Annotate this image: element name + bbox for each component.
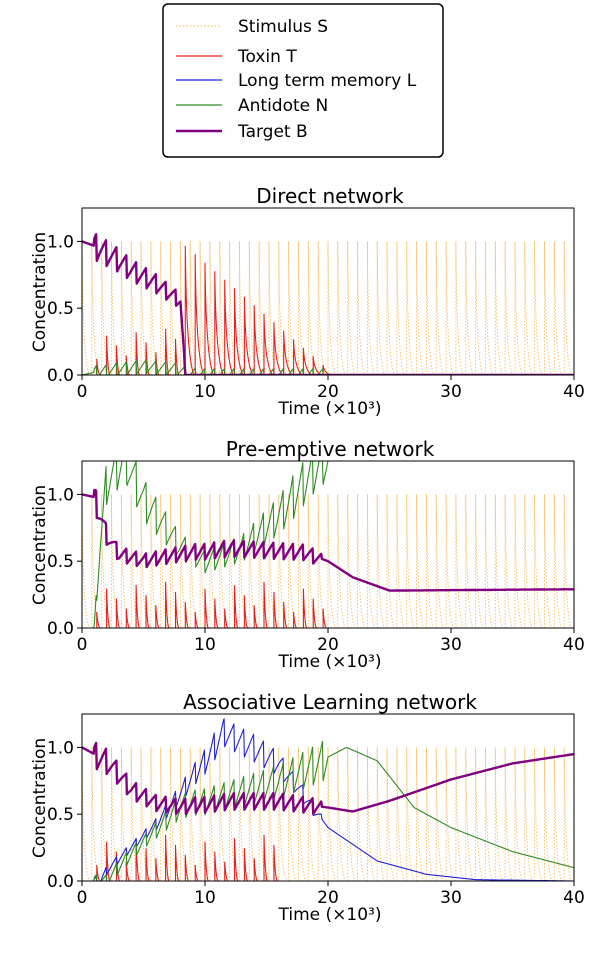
plot-area: [82, 233, 574, 375]
x-tick-label: 30: [440, 888, 462, 908]
x-tick-label: 0: [77, 888, 88, 908]
x-tick-label: 0: [77, 635, 88, 655]
plot-area: [82, 461, 574, 628]
y-tick-label: 1.0: [47, 485, 74, 505]
series-n: [82, 359, 574, 375]
series-toxin: [96, 245, 332, 375]
x-tick-label: 40: [563, 382, 585, 402]
x-tick-label: 10: [194, 888, 216, 908]
legend-label-stimulus: Stimulus S: [238, 17, 328, 37]
series-stimulus: [82, 241, 574, 375]
x-tick-label: 10: [194, 382, 216, 402]
x-axis-label: Time (×10³): [278, 652, 382, 672]
series-n: [82, 461, 574, 628]
y-axis-label: Concentration: [30, 738, 50, 858]
series-b: [82, 741, 574, 816]
legend-label-target: Target B: [237, 122, 308, 142]
series-b: [82, 488, 574, 592]
series-toxin: [96, 581, 327, 628]
panel-title: Associative Learning network: [183, 690, 477, 714]
axis-ticks: 0 10 20 30 40 0.0 0.5 1.0: [47, 485, 585, 655]
legend-frame: [162, 3, 444, 158]
series-l: [82, 718, 574, 881]
legend-label-memory: Long term memory L: [238, 71, 417, 91]
y-axis-label: Concentration: [30, 232, 50, 352]
panel-title: Pre-emptive network: [226, 437, 435, 461]
panel-title: Direct network: [256, 184, 404, 208]
y-tick-label: 0.5: [47, 552, 74, 572]
axis-ticks: 0 10 20 30 40 0.0 0.5 1.0: [47, 738, 585, 908]
plot-area: [82, 718, 574, 881]
series-toxin: [96, 834, 278, 881]
panel-pre-emptive-network: Pre-emptive network 0 10 20 30 40 0.0 0.5 1.0 T…: [30, 437, 585, 672]
y-tick-label: 0.5: [47, 299, 74, 319]
y-tick-label: 0.0: [47, 366, 74, 386]
y-axis-label: Concentration: [30, 485, 50, 605]
x-tick-label: 0: [77, 382, 88, 402]
x-tick-label: 20: [317, 382, 339, 402]
x-axis-label: Time (×10³): [278, 905, 382, 925]
x-tick-label: 30: [440, 635, 462, 655]
y-tick-label: 1.0: [47, 738, 74, 758]
panel-direct-network: Direct network 0 10 20 30 40 0.0 0.5 1.0 Time (…: [30, 184, 585, 419]
x-tick-label: 30: [440, 382, 462, 402]
legend-label-toxin: Toxin T: [237, 47, 297, 67]
x-tick-label: 40: [563, 888, 585, 908]
x-tick-label: 10: [194, 635, 216, 655]
x-tick-label: 20: [317, 888, 339, 908]
y-tick-label: 1.0: [47, 232, 74, 252]
x-tick-label: 40: [563, 635, 585, 655]
panel-associative-learning-network: Associative Learning network 0 10 20 30 40 0.…: [30, 690, 585, 925]
legend: Stimulus S Toxin T Long term memory L An…: [162, 3, 444, 158]
y-tick-label: 0.0: [47, 619, 74, 639]
x-tick-label: 20: [317, 635, 339, 655]
y-tick-label: 0.0: [47, 872, 74, 892]
x-axis-label: Time (×10³): [278, 399, 382, 419]
series-n: [82, 740, 574, 881]
axis-ticks: 0 10 20 30 40 0.0 0.5 1.0: [47, 232, 585, 402]
y-tick-label: 0.5: [47, 805, 74, 825]
series-stimulus: [82, 747, 574, 881]
series-b: [82, 233, 574, 375]
legend-label-antidote: Antidote N: [238, 96, 328, 116]
